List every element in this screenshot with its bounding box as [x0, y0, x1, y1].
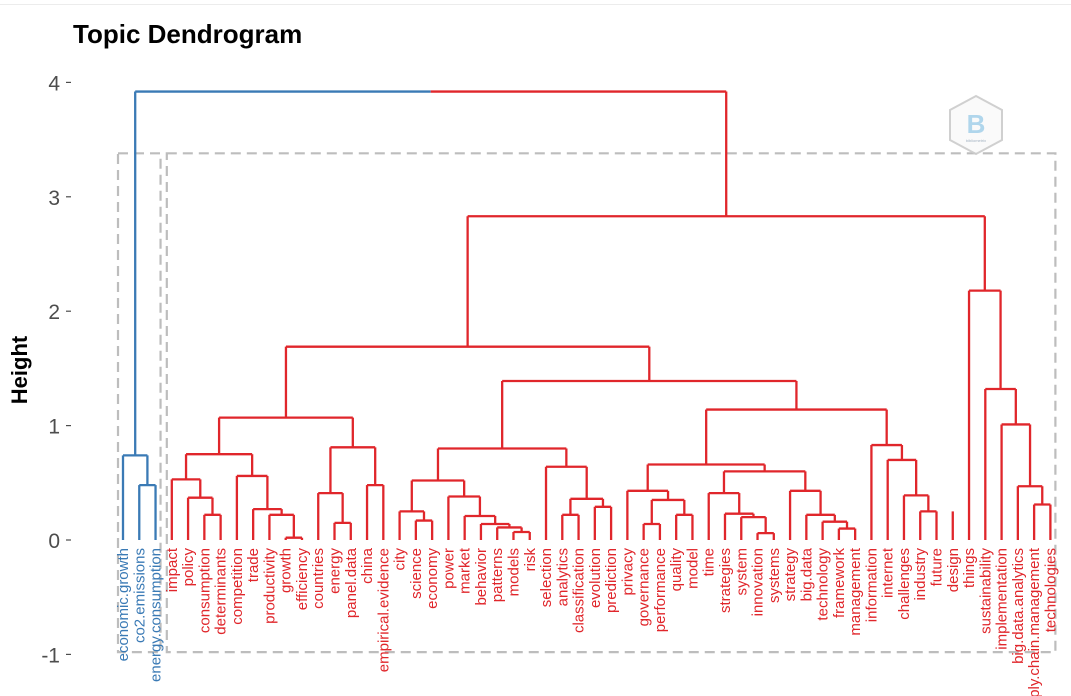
leaf-label: framework: [831, 548, 848, 619]
leaf-label: technology: [815, 548, 832, 621]
leaf-label: industry: [912, 548, 929, 601]
leaf-label: policy: [180, 548, 197, 587]
leaf-label: co2.emissions: [131, 548, 148, 643]
leaf-label: systems: [766, 548, 783, 603]
leaf-label: information: [863, 548, 880, 622]
y-tick-label: 3: [48, 187, 60, 210]
leaf-label: consumption: [196, 548, 213, 633]
leaf-label: analytics: [554, 548, 571, 606]
leaf-label: determinants: [213, 548, 230, 635]
leaf-label: innovation: [750, 548, 767, 616]
leaf-label: energy.consumption: [148, 548, 165, 682]
leaf-label: countries: [310, 548, 327, 609]
leaf-label: china: [359, 547, 376, 584]
chart-title: Topic Dendrogram: [73, 19, 302, 49]
leaf-label: patterns: [489, 548, 506, 602]
leaf-label: market: [457, 547, 474, 594]
watermark: B bibliometrix: [949, 94, 1003, 156]
leaf-label: productivity: [261, 548, 278, 624]
leaf-label: classification: [571, 548, 588, 633]
leaf-label: system: [733, 548, 750, 596]
watermark-hexagon-icon: [949, 94, 1003, 156]
cluster-box-2: [165, 152, 1057, 654]
leaf-label: model: [684, 548, 701, 589]
leaf-label: evolution: [587, 548, 604, 608]
leaf-label: supply.chain.management: [1026, 547, 1043, 696]
leaf-label: future: [929, 548, 946, 586]
y-tick-label: 4: [48, 72, 60, 95]
dendrogram-links: [121, 90, 1052, 540]
leaf-label: design: [945, 548, 962, 592]
leaf-label: management: [847, 547, 864, 635]
y-axis-label: Height: [7, 335, 32, 404]
leaf-label: growth: [278, 548, 295, 593]
leaf-label: economy: [424, 548, 441, 609]
leaf-label: competition: [229, 548, 246, 625]
leaf-label: strategies: [717, 548, 734, 613]
leaf-label: city: [392, 548, 409, 571]
leaf-label: implementation: [994, 548, 1011, 650]
leaf-label: economic.growth: [115, 548, 132, 661]
leaf-label: technologies: [1042, 548, 1059, 632]
leaf-label: performance: [652, 548, 669, 632]
y-tick-label: 2: [48, 301, 60, 324]
leaf-label: panel.data: [343, 547, 360, 618]
leaf-label: models: [505, 548, 522, 596]
y-tick-label: 0: [48, 530, 60, 553]
leaf-label: challenges: [896, 548, 913, 620]
leaf-label: sustainability: [977, 548, 994, 634]
top-rule: [0, 4, 1071, 5]
leaf-label: internet: [880, 547, 897, 598]
leaf-label: science: [408, 548, 425, 599]
y-axis: -1 0 1 2 3 4: [41, 72, 71, 667]
leaf-label: power: [440, 548, 457, 589]
leaf-label: trade: [245, 548, 262, 582]
leaf-label: strategy: [782, 548, 799, 602]
cluster-box-1: [116, 152, 162, 654]
leaf-label: things: [961, 548, 978, 588]
leaf-label: time: [701, 548, 718, 576]
leaf-label: prediction: [603, 548, 620, 613]
watermark-text: bibliometrix: [966, 138, 986, 143]
leaf-label: big.data.analytics: [1010, 548, 1027, 664]
leaf-label: energy: [327, 548, 344, 594]
cluster-boxes: [116, 152, 1057, 654]
leaf-label: behavior: [473, 548, 490, 606]
y-tick-label: -1: [41, 644, 60, 667]
leaf-label: impact: [164, 547, 181, 592]
leaf-label: selection: [538, 548, 555, 607]
leaf-label: governance: [636, 548, 653, 626]
leaf-label: privacy: [619, 548, 636, 596]
leaf-label: quality: [668, 548, 685, 592]
leaf-label: risk: [522, 548, 539, 572]
leaf-labels: economic.growth co2.emissions energy.consu…: [115, 547, 1059, 696]
leaf-label: big.data: [798, 547, 815, 601]
leaf-label: empirical.evidence: [375, 548, 392, 672]
leaf-label: efficiency: [294, 548, 311, 611]
y-tick-label: 1: [48, 416, 60, 439]
watermark-b-icon: B: [967, 109, 986, 139]
